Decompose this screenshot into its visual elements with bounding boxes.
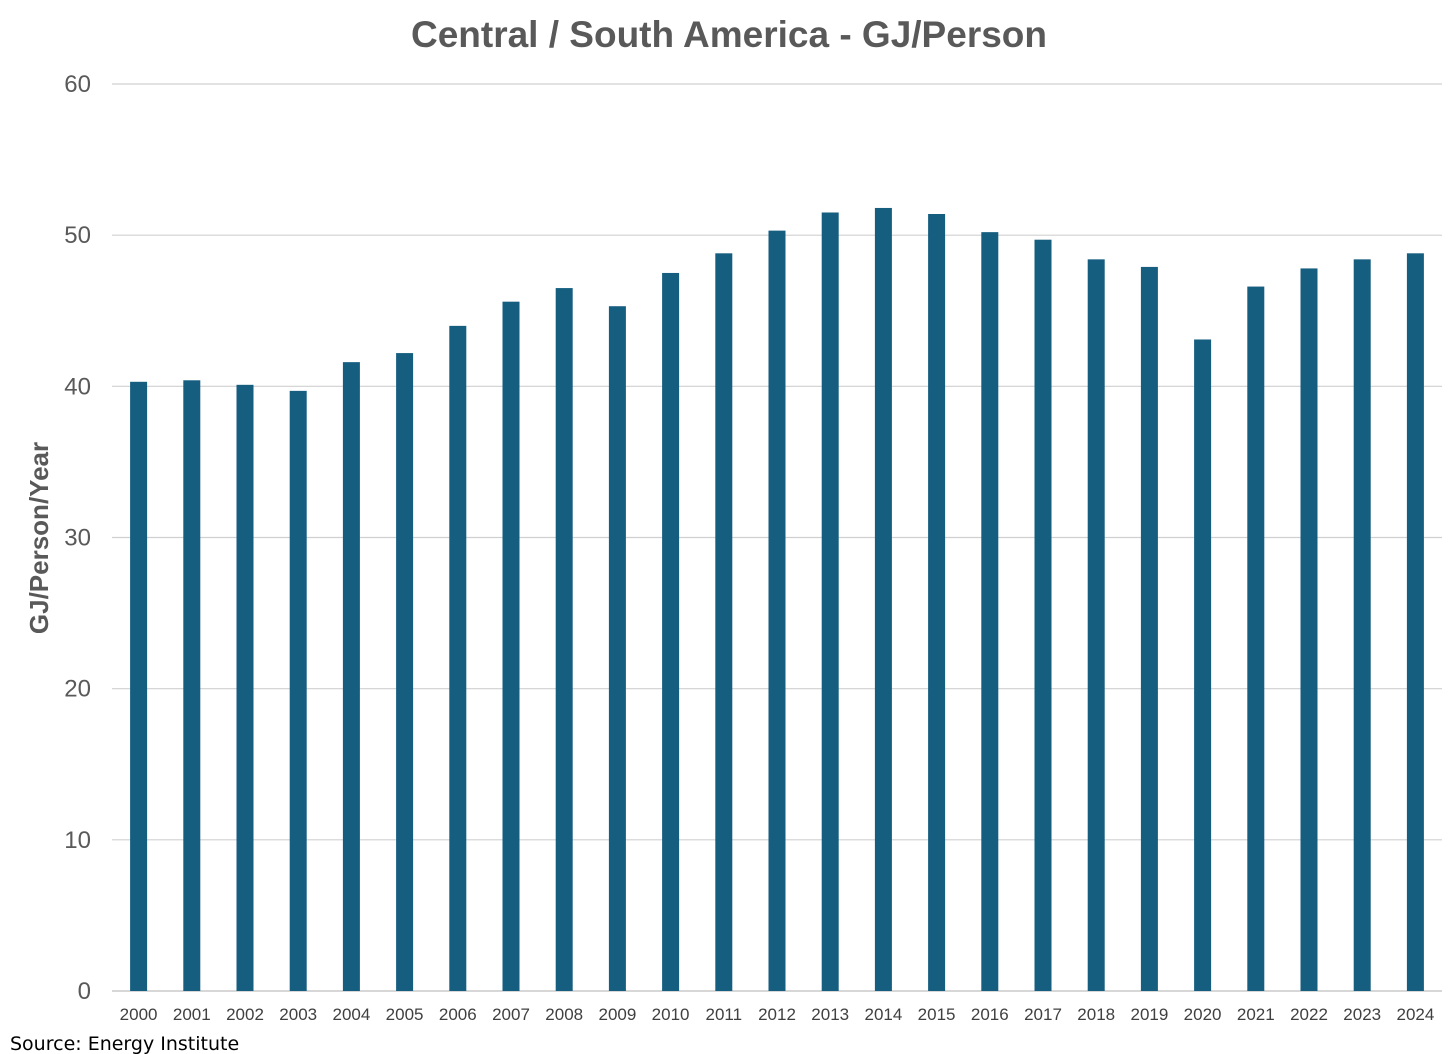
bar-2014 [874,207,892,991]
x-tick-label: 2008 [545,1005,583,1024]
x-tick-label: 2002 [226,1005,264,1024]
y-tick-label: 30 [64,525,91,552]
x-tick-label: 2019 [1130,1005,1168,1024]
x-tick-label: 2012 [758,1005,796,1024]
x-tick-label: 2015 [918,1005,956,1024]
y-tick-label: 50 [64,222,91,249]
y-tick-label: 40 [64,373,91,400]
bars [130,207,1424,992]
x-tick-label: 2000 [120,1005,158,1024]
x-tick-label: 2021 [1237,1005,1275,1024]
y-axis-ticks: 0 10 20 30 40 50 60 [64,71,91,1005]
bar-2004 [342,362,360,991]
bar-2006 [449,325,467,991]
bar-2017 [1034,239,1052,991]
chart-title: Central / South America - GJ/Person [411,14,1047,55]
y-tick-label: 60 [64,71,91,98]
bar-2009 [608,306,626,992]
bar-2016 [981,232,999,992]
bar-2013 [821,212,839,991]
x-tick-label: 2005 [386,1005,424,1024]
bar-2024 [1406,253,1424,992]
x-tick-label: 2014 [864,1005,902,1024]
x-tick-label: 2011 [706,1005,743,1024]
x-tick-label: 2017 [1024,1005,1062,1024]
bar-2003 [289,390,307,991]
bar-2019 [1140,266,1158,992]
bar-2000 [130,381,148,991]
x-tick-label: 2003 [279,1005,317,1024]
bar-2011 [715,253,733,992]
x-tick-label: 2020 [1184,1005,1222,1024]
x-tick-label: 2001 [173,1005,211,1024]
bar-2001 [183,380,201,992]
x-tick-label: 2024 [1396,1005,1434,1024]
source-note: Source: Energy Institute [10,1033,239,1054]
bar-2008 [555,288,573,991]
x-tick-label: 2022 [1290,1005,1328,1024]
bar-2010 [662,272,680,991]
bar-2002 [236,384,254,991]
bar-2018 [1087,259,1105,991]
bar-2005 [396,353,414,991]
x-tick-label: 2007 [492,1005,530,1024]
x-tick-label: 2010 [652,1005,690,1024]
y-axis-label: GJ/Person/Year [24,442,54,634]
bar-2015 [928,214,946,992]
y-tick-label: 20 [64,676,91,703]
y-tick-label: 10 [64,827,91,854]
bar-2021 [1247,286,1265,991]
x-tick-label: 2023 [1343,1005,1381,1024]
x-tick-label: 2018 [1077,1005,1115,1024]
y-tick-label: 0 [78,978,91,1005]
bar-2020 [1194,339,1212,991]
bar-2023 [1353,259,1371,991]
bar-2012 [768,230,786,992]
x-axis-ticks: 2000 2001 2002 2003 2004 2005 2006 2007 2008 2009… [120,1005,1435,1024]
x-tick-label: 2006 [439,1005,477,1024]
bar-2022 [1300,268,1318,991]
x-tick-label: 2016 [971,1005,1009,1024]
bar-2007 [502,301,520,991]
x-tick-label: 2009 [598,1005,636,1024]
x-tick-label: 2004 [332,1005,370,1024]
x-tick-label: 2013 [811,1005,849,1024]
